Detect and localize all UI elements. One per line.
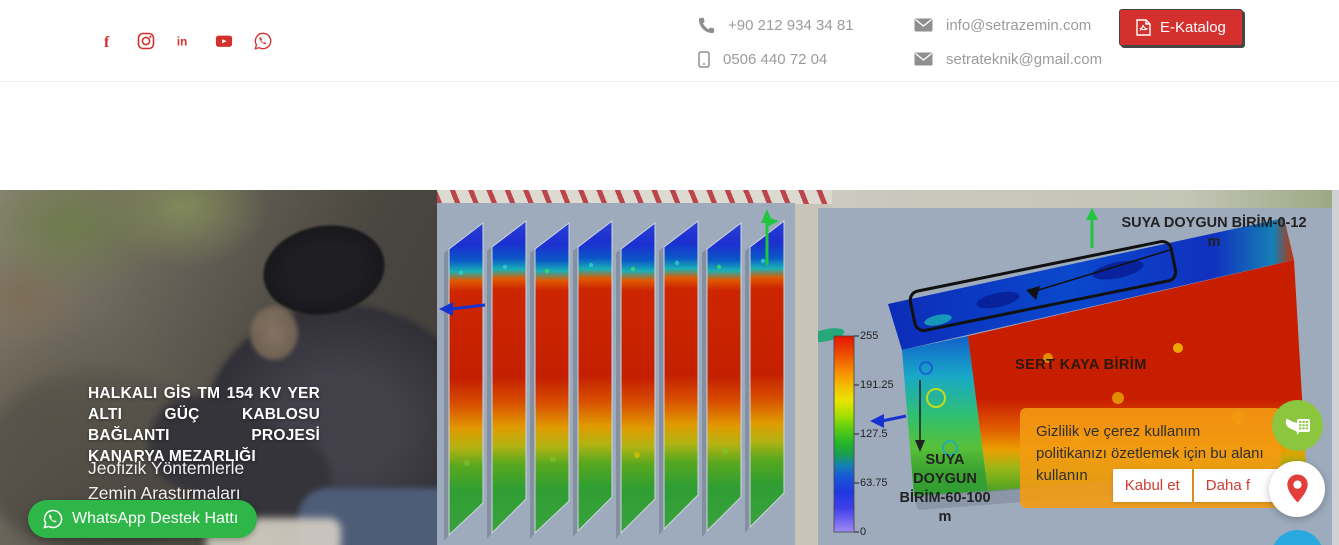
cookie-buttons: Kabul et Daha f xyxy=(1112,469,1278,502)
colorbar-tick: 63.75 xyxy=(860,477,888,489)
whatsapp-icon[interactable] xyxy=(254,32,272,50)
main-navbar: SETRA TEKNİK SONDAJ VE PROJE MÜŞAVİRLİK … xyxy=(0,83,1339,247)
instagram-icon[interactable] xyxy=(137,32,155,50)
whatsapp-support-button[interactable]: WhatsApp Destek Hattı xyxy=(28,500,258,538)
pdf-icon xyxy=(1136,19,1151,36)
hero-background-right xyxy=(832,190,1339,212)
e-katalog-label: E-Katalog xyxy=(1160,19,1226,36)
svg-text:in: in xyxy=(177,36,187,49)
hero-subtitle-line2: Zemin Araştırmaları xyxy=(88,483,241,503)
phone-primary-text: +90 212 934 34 81 xyxy=(728,16,854,34)
hero-subtitle: Jeofizik Yöntemlerle Zemin Araştırmaları xyxy=(88,456,244,506)
fax-icon xyxy=(1285,418,1310,435)
fence-diagram-image xyxy=(439,209,785,541)
topbar: f in +90 212 934 34 81 info@setrazemin.c… xyxy=(0,0,1339,82)
annotation-suya-doygun-bottom: SUYA DOYGUN BİRİM-60-100 m xyxy=(899,452,991,525)
phone-icon xyxy=(698,17,715,33)
colorbar-tick: 255 xyxy=(860,330,879,342)
colorbar-tick: 191.25 xyxy=(860,379,894,391)
email-primary-text: info@setrazemin.com xyxy=(946,16,1092,34)
mail-icon xyxy=(914,52,933,66)
phone-mobile-text: 0506 440 72 04 xyxy=(723,50,828,68)
fence-diagram-panel xyxy=(437,203,795,545)
youtube-icon[interactable] xyxy=(215,32,233,50)
photo-face xyxy=(250,306,298,360)
mail-icon xyxy=(914,18,933,32)
annotation-suya-doygun-top: SUYA DOYGUN BİRİM-0-12 m xyxy=(1121,215,1307,250)
cookie-message: Gizlilik ve çerez kullanım politikanızı … xyxy=(1036,423,1264,484)
fax-contact-button[interactable] xyxy=(1272,400,1323,451)
phone-mobile[interactable]: 0506 440 72 04 xyxy=(698,47,878,71)
svg-text:f: f xyxy=(104,34,110,50)
whatsapp-support-label: WhatsApp Destek Hattı xyxy=(72,510,239,527)
social-links: f in xyxy=(98,32,272,50)
cookie-accept-button[interactable]: Kabul et xyxy=(1112,469,1192,502)
colorbar-tick: 127.5 xyxy=(860,428,888,440)
annotation-sert-kaya: SERT KAYA BİRİM xyxy=(1015,357,1147,373)
email-secondary[interactable]: setrateknik@gmail.com xyxy=(914,47,1129,71)
location-pin-icon xyxy=(1286,474,1308,503)
colorbar-tick: 0 xyxy=(860,526,867,538)
location-button[interactable] xyxy=(1269,461,1325,517)
hero-subtitle-line1: Jeofizik Yöntemlerle xyxy=(88,458,245,478)
email-primary[interactable]: info@setrazemin.com xyxy=(914,13,1129,37)
phone-primary[interactable]: +90 212 934 34 81 xyxy=(698,13,878,37)
hero-title: HALKALI GİS TM 154 KV YER ALTI GÜÇ KABLO… xyxy=(88,385,320,465)
cookie-notice: Gizlilik ve çerez kullanım politikanızı … xyxy=(1020,408,1281,508)
facebook-icon[interactable]: f xyxy=(98,32,116,50)
contact-info: +90 212 934 34 81 info@setrazemin.com 05… xyxy=(698,13,1129,71)
mobile-icon xyxy=(698,50,710,68)
whatsapp-icon xyxy=(43,509,63,529)
email-secondary-text: setrateknik@gmail.com xyxy=(946,50,1103,68)
hero-background-edge xyxy=(1332,190,1339,545)
e-katalog-button[interactable]: E-Katalog xyxy=(1119,9,1243,46)
linkedin-icon[interactable]: in xyxy=(176,32,194,50)
cookie-more-button[interactable]: Daha f xyxy=(1193,469,1278,502)
widget-button-blue[interactable] xyxy=(1271,530,1324,545)
